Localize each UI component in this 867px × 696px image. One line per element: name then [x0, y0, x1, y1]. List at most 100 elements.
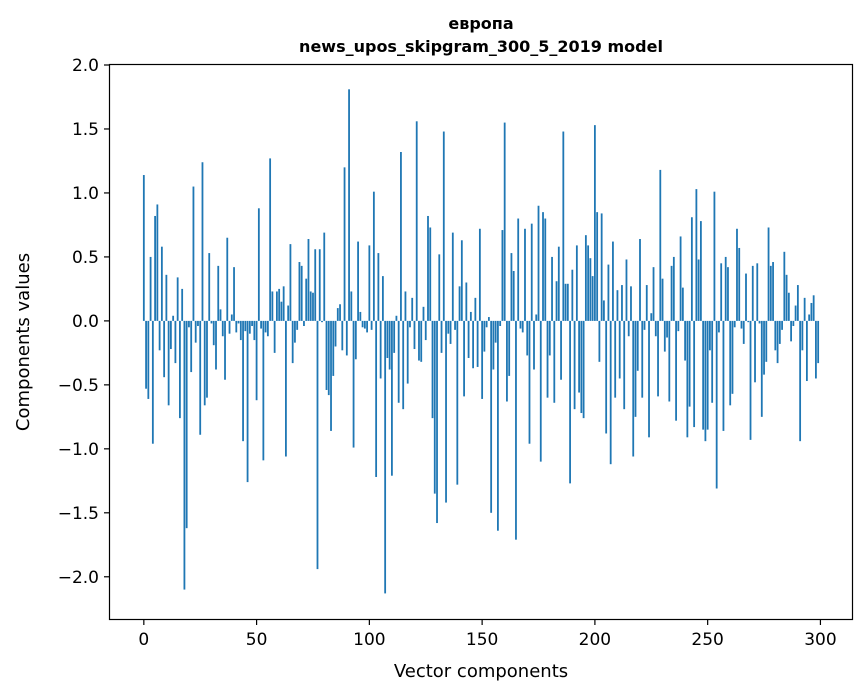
bar-component-106 — [381, 276, 384, 321]
bar-component-285 — [785, 274, 788, 321]
bar-component-130 — [436, 320, 438, 524]
bar-component-230 — [661, 278, 664, 321]
bar-component-8 — [160, 246, 163, 321]
bar-component-189 — [569, 320, 571, 484]
bar-component-288 — [792, 320, 795, 327]
bar-component-173 — [533, 320, 535, 370]
bar-component-298 — [815, 320, 817, 379]
bar-component-140 — [458, 286, 461, 321]
bar-component-215 — [627, 320, 630, 337]
bar-component-194 — [580, 320, 583, 414]
bar-component-232 — [666, 320, 668, 338]
bar-component-21 — [190, 320, 193, 373]
bar-component-125 — [424, 320, 427, 341]
bar-component-221 — [641, 320, 644, 398]
bar-component-190 — [571, 269, 574, 321]
bar-component-9 — [163, 320, 166, 378]
bar-component-73 — [307, 239, 310, 321]
bar-component-11 — [167, 320, 170, 406]
bar-component-175 — [537, 205, 540, 321]
bar-component-239 — [681, 287, 684, 321]
bar-component-34 — [219, 309, 222, 321]
bar-component-171 — [528, 320, 531, 444]
bar-component-280 — [774, 320, 777, 351]
bar-component-165 — [515, 320, 517, 540]
bar-component-74 — [309, 291, 312, 321]
bar-component-121 — [415, 121, 418, 321]
y-tick-label: 0.5 — [72, 248, 99, 268]
bar-component-87 — [339, 304, 341, 321]
bar-component-251 — [709, 320, 711, 351]
bar-component-52 — [260, 320, 262, 329]
bar-component-149 — [478, 228, 481, 321]
bar-component-29 — [208, 253, 211, 321]
bar-component-297 — [812, 295, 815, 321]
bar-component-262 — [733, 320, 736, 328]
bar-component-292 — [801, 320, 804, 351]
bar-component-284 — [783, 251, 786, 321]
bar-component-282 — [778, 320, 781, 344]
bar-component-226 — [652, 267, 655, 321]
bar-component-187 — [564, 283, 567, 321]
y-tick-label: −1.5 — [58, 504, 99, 524]
x-tick-label: 200 — [579, 630, 611, 650]
bar-component-41 — [235, 320, 238, 333]
bar-component-57 — [271, 291, 274, 321]
bar-component-51 — [257, 208, 260, 321]
bar-component-243 — [690, 217, 693, 321]
bar-component-98 — [363, 320, 366, 329]
bar-component-201 — [596, 212, 599, 321]
bar-component-7 — [158, 320, 161, 351]
bar-component-25 — [199, 320, 202, 435]
bar-component-63 — [285, 320, 287, 457]
bar-component-118 — [409, 320, 411, 328]
bar-component-91 — [348, 89, 350, 321]
bar-component-290 — [796, 285, 799, 321]
bar-component-227 — [654, 320, 657, 337]
bar-component-250 — [706, 320, 709, 430]
bar-component-283 — [781, 320, 783, 330]
bar-component-150 — [481, 320, 484, 399]
bar-component-139 — [456, 320, 459, 485]
bar-component-127 — [429, 227, 432, 321]
bar-component-62 — [282, 286, 285, 321]
bar-component-3 — [149, 256, 152, 321]
bar-component-184 — [557, 246, 560, 321]
bar-component-50 — [255, 320, 258, 401]
bar-component-119 — [411, 297, 414, 321]
x-tick-label: 50 — [246, 630, 268, 650]
bar-component-148 — [476, 320, 479, 367]
bar-component-75 — [312, 292, 314, 321]
bar-component-147 — [474, 297, 477, 321]
bar-component-272 — [756, 263, 759, 321]
bar-component-247 — [699, 221, 702, 321]
bar-component-167 — [519, 320, 522, 329]
bar-component-43 — [239, 320, 242, 341]
bar-component-16 — [179, 320, 181, 419]
bar-component-103 — [375, 320, 378, 477]
bar-component-132 — [440, 320, 443, 353]
bar-component-126 — [427, 215, 429, 321]
bars-group — [142, 89, 820, 594]
x-tick-label: 300 — [804, 630, 836, 650]
bar-component-136 — [449, 320, 452, 344]
bar-component-204 — [603, 300, 605, 321]
bar-component-30 — [210, 320, 213, 324]
bar-component-67 — [294, 320, 296, 343]
bar-component-295 — [808, 314, 811, 321]
bar-component-142 — [463, 320, 465, 397]
bar-component-76 — [314, 249, 317, 321]
bar-component-138 — [454, 320, 456, 330]
bar-component-78 — [318, 249, 321, 321]
bar-component-160 — [503, 122, 506, 321]
bar-component-214 — [625, 259, 628, 321]
bar-component-117 — [406, 320, 409, 384]
bar-component-120 — [413, 320, 416, 350]
bar-component-225 — [650, 313, 653, 321]
bar-component-231 — [663, 320, 666, 352]
bar-component-59 — [275, 291, 278, 321]
bar-component-111 — [393, 320, 396, 353]
bar-component-212 — [621, 285, 623, 321]
bar-component-84 — [332, 320, 335, 376]
bar-component-249 — [704, 320, 707, 442]
